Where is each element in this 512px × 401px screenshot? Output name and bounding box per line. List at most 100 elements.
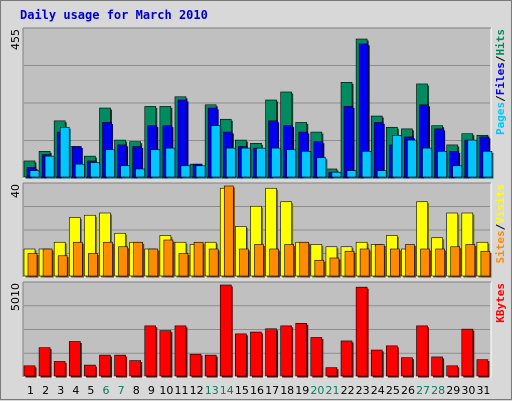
visits-sites-sites-bar: [465, 244, 476, 277]
day-label: 16: [250, 384, 264, 397]
kbytes-kbytes-bar: [23, 365, 36, 377]
visits-sites-sites-bar: [329, 257, 340, 277]
visits-sites-sites-bar: [405, 244, 415, 277]
legend-visits: Visits: [494, 184, 507, 224]
hits-files-pages-pages-bar: [392, 134, 402, 178]
legend-files: Files: [494, 62, 507, 95]
kbytes-kbytes-bar: [174, 325, 187, 377]
day-label: 15: [235, 384, 249, 397]
visits-sites-sites-bar: [72, 241, 83, 277]
hits-files-pages-pages-bar: [105, 149, 115, 178]
hits-files-pages-pages-bar: [90, 162, 100, 178]
kbytes-kbytes-bar: [386, 345, 398, 377]
visits-sites-sites-bar: [284, 244, 294, 277]
hits-files-pages-legend: Pages/Files/Hits: [494, 29, 507, 135]
kbytes-kbytes-bar: [370, 349, 383, 377]
visits-sites-sites-bar: [344, 250, 355, 277]
visits-sites-sites-bar: [359, 248, 370, 277]
visits-sites-y-max-label: 40: [9, 184, 22, 198]
day-label: 22: [341, 384, 355, 397]
hits-files-pages-pages-bar: [331, 171, 342, 178]
visits-sites-sites-bar: [450, 246, 461, 277]
visits-sites-sites-bar: [193, 241, 204, 277]
legend-separator: /: [494, 55, 507, 62]
hits-files-pages-pages-bar: [422, 147, 432, 178]
day-label: 29: [446, 384, 460, 397]
kbytes-kbytes-bar: [431, 356, 443, 377]
visits-sites-sites-bar: [435, 248, 445, 277]
hits-files-pages-pages-bar: [271, 147, 281, 178]
day-label: 18: [280, 384, 294, 397]
hits-files-pages-files-bar: [177, 99, 188, 178]
hits-files-pages-pages-bar: [346, 170, 357, 178]
hits-files-pages-pages-bar: [180, 165, 191, 178]
visits-sites-sites-bar: [57, 255, 68, 277]
day-label: 14: [220, 384, 234, 397]
legend-separator: /: [494, 223, 507, 230]
hits-files-pages-pages-bar: [452, 165, 463, 178]
hits-files-pages-pages-bar: [44, 155, 55, 178]
hits-files-pages-pages-bar: [482, 151, 493, 178]
kbytes-legend: KBytes: [494, 283, 507, 323]
kbytes-panel: 5010: [9, 281, 492, 378]
kbytes-kbytes-bar: [84, 364, 96, 377]
hits-files-pages-pages-bar: [59, 126, 70, 178]
kbytes-kbytes-bar: [295, 323, 308, 377]
legend-sites: Sites: [494, 230, 507, 263]
day-label: 9: [148, 384, 155, 397]
kbytes-kbytes-bar: [53, 361, 66, 377]
visits-sites-sites-bar: [254, 244, 264, 277]
day-label: 11: [175, 384, 189, 397]
day-label: 31: [476, 384, 490, 397]
hits-files-pages-files-bar: [373, 122, 384, 178]
hits-files-pages-pages-bar: [361, 151, 372, 178]
hits-files-pages-files-bar: [343, 106, 354, 178]
legend-kbytes: KBytes: [494, 283, 507, 323]
hits-files-pages-y-max-label: 455: [9, 29, 22, 50]
day-label: 17: [265, 384, 279, 397]
visits-sites-sites-bar: [374, 244, 385, 277]
day-label: 27: [416, 384, 430, 397]
visits-sites-sites-bar: [27, 253, 38, 277]
legend-hits: Hits: [494, 29, 507, 56]
kbytes-kbytes-bar: [280, 325, 292, 377]
kbytes-kbytes-bar: [159, 330, 172, 377]
day-label: 7: [118, 384, 125, 397]
hits-files-pages-pages-bar: [286, 149, 296, 178]
visits-sites-sites-bar: [390, 248, 400, 277]
day-label: 8: [133, 384, 140, 397]
day-label: 10: [159, 384, 173, 397]
day-label: 12: [190, 384, 204, 397]
visits-sites-sites-bar: [103, 241, 113, 277]
day-label: 23: [356, 384, 370, 397]
hits-files-pages-pages-bar: [120, 165, 130, 178]
visits-sites-sites-bar: [163, 239, 174, 277]
kbytes-kbytes-bar: [99, 354, 111, 377]
day-label: 26: [401, 384, 415, 397]
visits-sites-sites-bar: [133, 241, 143, 277]
kbytes-kbytes-bar: [250, 331, 262, 377]
day-label: 4: [72, 384, 79, 397]
visits-sites-panel: 40: [9, 182, 492, 278]
hits-files-pages-pages-bar: [195, 165, 206, 178]
day-label: 30: [461, 384, 475, 397]
hits-files-pages-pages-bar: [301, 151, 312, 178]
hits-files-pages-panel: 455: [9, 27, 494, 179]
kbytes-kbytes-bar: [340, 340, 353, 377]
hits-files-pages-pages-bar: [29, 170, 40, 178]
day-label: 25: [386, 384, 400, 397]
visits-sites-sites-bar: [148, 248, 159, 277]
kbytes-kbytes-bar: [401, 357, 413, 377]
legend-separator: /: [494, 95, 507, 102]
kbytes-kbytes-bar: [219, 284, 232, 377]
visits-sites-sites-bar: [269, 248, 279, 277]
hits-files-pages-pages-bar: [376, 170, 387, 178]
kbytes-kbytes-bar: [446, 365, 459, 377]
visits-sites-sites-bar: [178, 253, 189, 277]
visits-sites-sites-bar: [420, 248, 430, 277]
kbytes-y-max-label: 5010: [9, 283, 22, 311]
hits-files-pages-pages-bar: [210, 125, 221, 178]
day-label: 5: [87, 384, 94, 397]
